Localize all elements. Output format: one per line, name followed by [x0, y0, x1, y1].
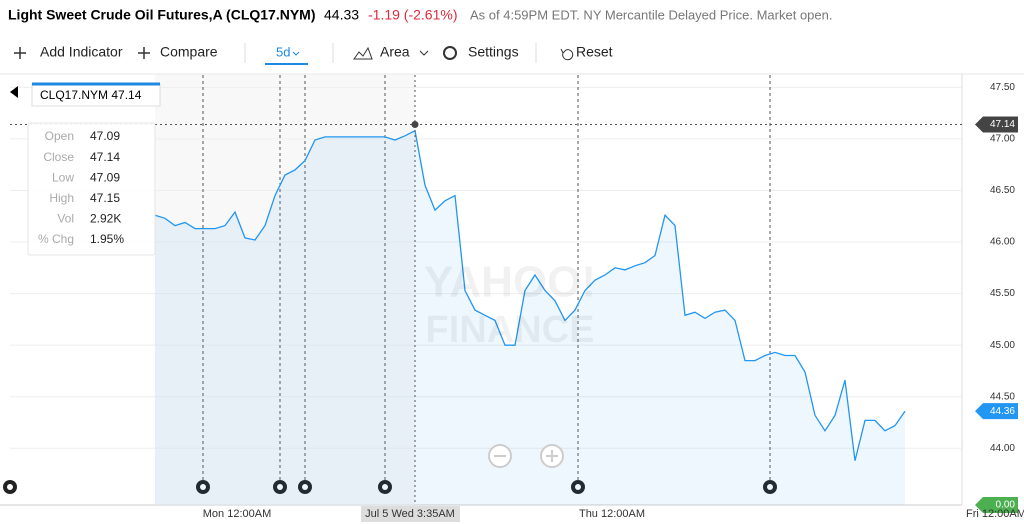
tooltip-arrow — [10, 86, 18, 98]
ohlc-label: Close — [43, 150, 74, 164]
watermark: YAHOO! — [424, 258, 596, 307]
x-label: Fri 12:00AM — [966, 508, 1024, 520]
price: 44.33 — [324, 7, 359, 23]
compare[interactable]: Compare — [160, 44, 218, 60]
event-icon-inner — [302, 484, 308, 490]
area-fill — [155, 130, 905, 505]
x-label: Thu 12:00AM — [579, 508, 645, 520]
event-icon-inner — [575, 484, 581, 490]
caret — [419, 50, 429, 56]
chart-type[interactable]: Area — [380, 44, 410, 60]
event-icon-inner — [200, 484, 206, 490]
ohlc-value: 47.09 — [90, 170, 120, 184]
crosshair-tag — [975, 116, 1018, 133]
note: As of 4:59PM EDT. NY Mercantile Delayed … — [470, 7, 832, 22]
session-shade — [155, 75, 415, 505]
event-icon-inner — [277, 484, 283, 490]
crosshair-tag-label: 47.14 — [990, 119, 1015, 130]
ohlc-value: 47.14 — [90, 150, 120, 164]
reset-icon — [560, 48, 574, 61]
price-line — [154, 129, 906, 461]
title: Light Sweet Crude Oil Futures,A (CLQ17.N… — [8, 7, 316, 23]
x-label: Jul 5 Wed 3:35AM — [365, 508, 455, 520]
zoom-in-icon — [546, 450, 558, 462]
watermark: FINANCE — [426, 309, 595, 351]
ohlc-value: 1.95% — [90, 232, 124, 246]
volume-tag — [975, 497, 1018, 513]
tooltip: CLQ17.NYM 47.14 Open 47.09 Close 47.14 Low 47… — [10, 82, 161, 256]
ohlc-label: Vol — [57, 212, 74, 226]
y-tick-label: 45.00 — [990, 340, 1015, 351]
x-label-bg — [361, 506, 460, 522]
tooltip-tag-text: CLQ17.NYM 47.14 — [40, 88, 142, 102]
settings[interactable]: Settings — [468, 44, 519, 60]
plus-icon — [14, 47, 26, 59]
ohlc-value: 47.15 — [90, 191, 120, 205]
range[interactable]: 5d — [276, 44, 290, 59]
toolbar: Add Indicator Compare 5d Area Settings R… — [14, 43, 613, 65]
zoom-controls — [488, 444, 564, 468]
change: -1.19 (-2.61%) — [368, 7, 457, 23]
gear-icon — [443, 46, 457, 60]
y-tick-label: 46.50 — [990, 185, 1015, 196]
y-tick-label: 44.50 — [990, 391, 1015, 402]
y-tick-label: 47.50 — [990, 82, 1015, 93]
last-tag-label: 44.36 — [990, 406, 1015, 417]
area-icon — [353, 46, 373, 60]
ohlc-label: Open — [45, 129, 74, 143]
event-icon-inner — [7, 484, 13, 490]
event-icon-inner — [382, 484, 388, 490]
y-tick-label: 46.00 — [990, 237, 1015, 248]
x-label: Mon 12:00AM — [203, 508, 271, 520]
y-tick-label: 47.00 — [990, 134, 1015, 145]
ohlc-label: High — [49, 191, 74, 205]
y-tick-label: 44.00 — [990, 443, 1015, 454]
add-indicator[interactable]: Add Indicator — [40, 44, 123, 60]
reset[interactable]: Reset — [576, 44, 613, 60]
ohlc-value: 47.09 — [90, 129, 120, 143]
crosshair-dot — [411, 120, 419, 128]
ohlc-label: % Chg — [38, 232, 74, 246]
y-tick-label: 45.50 — [990, 288, 1015, 299]
volume-tag-label: 0.00 — [996, 500, 1016, 511]
ohlc-label: Low — [52, 170, 74, 184]
caret — [292, 51, 300, 56]
last-tag — [975, 403, 1018, 420]
plus-icon — [138, 47, 150, 59]
plot: 47.50 47.00 46.50 46.00 45.50 45.00 44.50 44.00 — [3, 75, 1015, 505]
annotations: YAHOO!FINANCE 47.14 44.36 0.00 — [10, 75, 1018, 513]
ohlc-value: 2.92K — [90, 212, 121, 226]
event-icon-inner — [767, 484, 773, 490]
ohlc-box — [27, 122, 156, 256]
